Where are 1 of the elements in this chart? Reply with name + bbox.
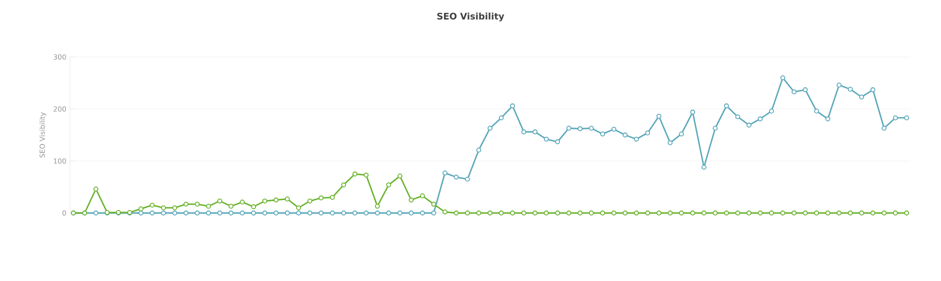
chart-title: SEO Visibility: [437, 12, 504, 22]
